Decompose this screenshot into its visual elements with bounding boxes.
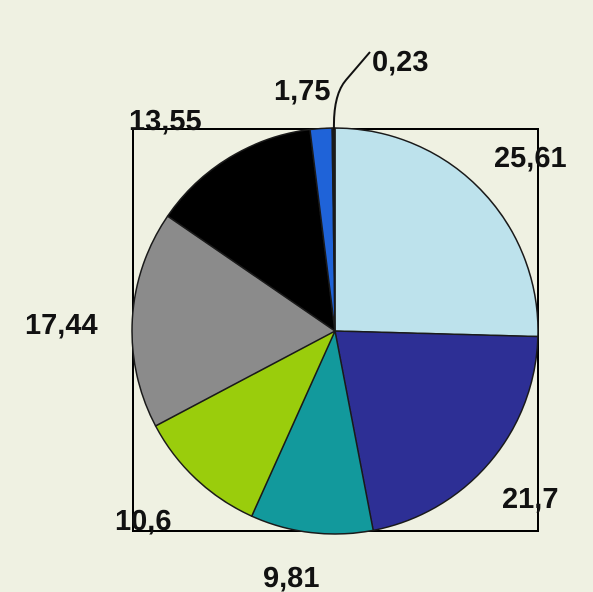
data-label-slice-4: 10,6 <box>115 505 171 537</box>
pie-slice-3 <box>250 330 374 535</box>
pie-slice-5 <box>131 215 336 427</box>
data-label-slice-8: 0,23 <box>372 46 428 78</box>
data-label-slice-5: 17,44 <box>25 309 98 341</box>
data-labels: 25,61 21,7 9,81 10,6 17,44 13,55 1,75 0,… <box>25 46 567 592</box>
leader-line-slice-8 <box>332 51 371 131</box>
data-label-slice-3: 9,81 <box>263 562 319 592</box>
pie-slice-6 <box>166 128 336 332</box>
leader-lines <box>332 51 371 131</box>
data-label-slice-2: 21,7 <box>502 483 558 515</box>
pie-slices <box>131 127 539 535</box>
data-label-slice-6: 13,55 <box>129 105 202 137</box>
pie-slice-1 <box>334 127 539 338</box>
data-label-slice-7: 1,75 <box>274 75 330 107</box>
data-label-slice-1: 25,61 <box>494 142 567 174</box>
pie-slice-2 <box>334 330 539 532</box>
pie-slice-4 <box>154 330 336 517</box>
